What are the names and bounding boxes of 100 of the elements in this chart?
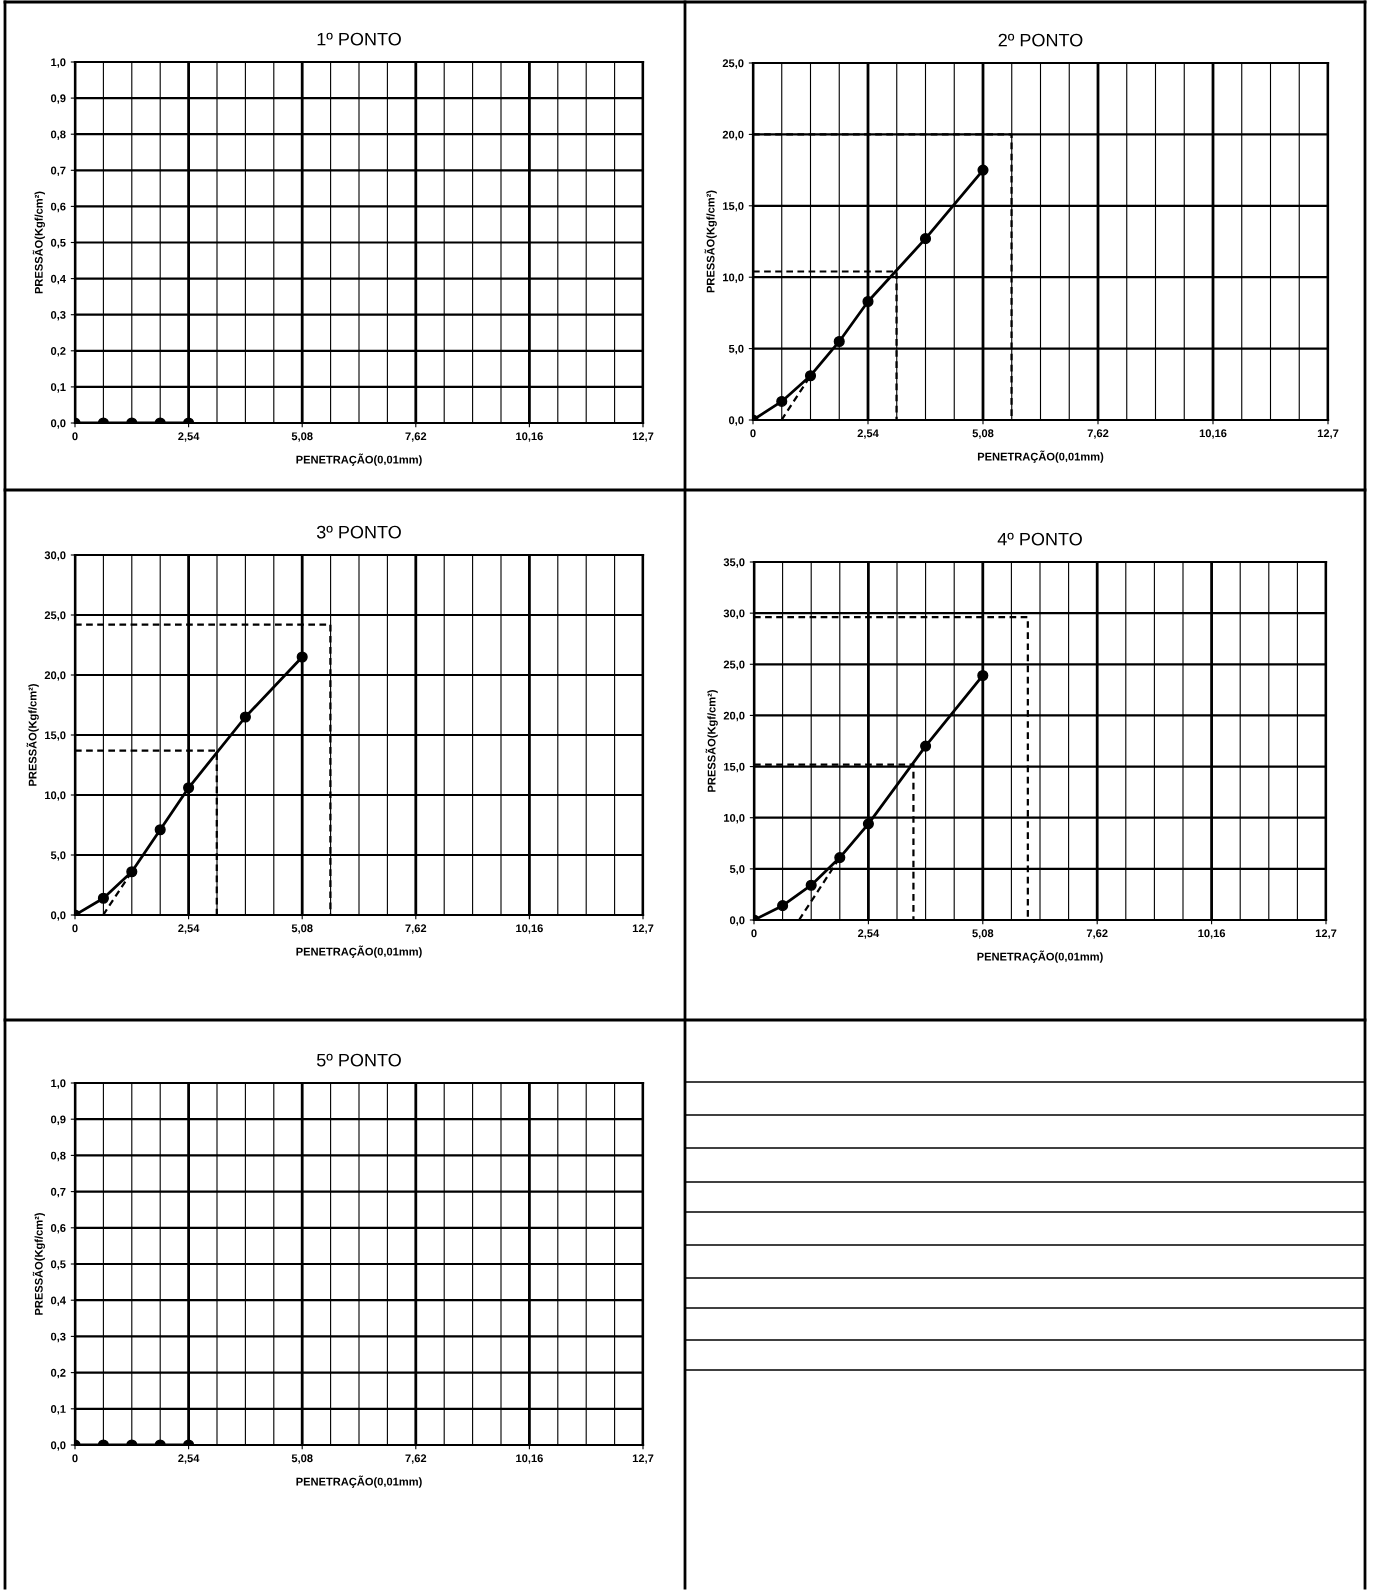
x-tick-label: 12,7: [1317, 429, 1339, 439]
y-tick-label: 20,0: [722, 130, 744, 141]
x-tick-label: 7,62: [405, 432, 427, 442]
y-axis-title: PRESSÃO(Kgf/cm²): [32, 1213, 45, 1315]
x-tick-label: 0: [72, 924, 78, 933]
y-tick-label: 10,0: [723, 273, 744, 283]
x-tick-label: 12,7: [632, 1454, 654, 1464]
y-tick-label: 0,5: [50, 238, 66, 249]
y-tick-label: 0,7: [50, 1187, 66, 1198]
chart-title: 2º PONTO: [998, 33, 1083, 47]
y-tick-label: 0,0: [50, 419, 66, 429]
x-tick-label: 2,54: [857, 929, 880, 939]
point: [777, 900, 789, 912]
y-tick-label: 0,9: [50, 94, 66, 104]
point: [183, 782, 195, 794]
x-tick-label: 7,62: [405, 1454, 427, 1464]
y-tick-label: 30,0: [723, 609, 745, 619]
x-tick-label: 0: [751, 929, 757, 938]
point: [862, 295, 874, 308]
y-tick-label: 20,0: [44, 671, 66, 681]
x-tick-label: 0: [72, 432, 78, 441]
y-tick-label: 15,0: [723, 202, 744, 212]
y-tick-label: 10,0: [45, 791, 66, 801]
y-tick-label: 35,0: [723, 558, 745, 568]
x-tick-label: 5,08: [972, 429, 994, 439]
y-tick-label: 0,6: [50, 202, 66, 213]
x-tick-label: 5,08: [291, 1454, 313, 1464]
y-tick-label: 30,0: [44, 551, 66, 561]
point: [977, 669, 989, 682]
x-axis-title: PENETRAÇÃO(0,01mm): [977, 450, 1104, 463]
x-tick-label: 12,7: [632, 924, 654, 934]
y-tick-label: 0,5: [50, 1260, 66, 1270]
y-tick-label: 15,0: [724, 762, 745, 773]
point: [920, 740, 932, 752]
point: [805, 879, 817, 891]
chart-title: 4º PONTO: [997, 532, 1082, 546]
y-tick-label: 0,4: [50, 1296, 66, 1306]
y-tick-label: 0,2: [50, 1368, 66, 1379]
chart-title: 3º PONTO: [316, 525, 401, 539]
x-tick-label: 10,16: [516, 924, 543, 934]
y-tick-label: 5,0: [50, 851, 66, 861]
x-tick-label: 2,54: [178, 924, 200, 934]
y-tick-label: 0,4: [50, 274, 66, 285]
y-tick-label: 0,0: [729, 916, 745, 926]
x-tick-label: 10,16: [1198, 929, 1226, 939]
y-axis-title: PRESSÃO(Kgf/cm²): [705, 690, 718, 792]
point: [776, 395, 788, 407]
point: [977, 164, 989, 176]
x-tick-label: 12,7: [1315, 929, 1337, 939]
x-tick-label: 0: [750, 429, 756, 438]
x-tick-label: 10,16: [1199, 429, 1227, 439]
x-tick-label: 5,08: [291, 432, 313, 442]
y-tick-label: 25,0: [722, 59, 744, 69]
x-tick-label: 7,62: [1086, 929, 1108, 939]
x-tick-label: 12,7: [632, 432, 654, 442]
y-tick-label: 0,8: [50, 1151, 66, 1162]
x-tick-label: 7,62: [1087, 429, 1109, 439]
y-tick-label: 0,0: [50, 911, 66, 921]
y-tick-label: 1,0: [51, 1079, 66, 1089]
y-tick-label: 0,8: [50, 130, 66, 140]
y-tick-label: 5,0: [728, 344, 744, 355]
x-tick-label: 7,62: [405, 924, 427, 934]
x-tick-label: 2,54: [178, 1454, 200, 1464]
point: [97, 892, 109, 904]
point: [239, 711, 251, 723]
chart-title: 1º PONTO: [317, 32, 401, 46]
y-tick-label: 10,0: [724, 813, 745, 824]
x-axis-title: PENETRAÇÃO(0,01mm): [977, 950, 1103, 963]
y-tick-label: 5,0: [729, 865, 745, 875]
y-tick-label: 0,3: [50, 310, 66, 321]
x-axis-title: PENETRAÇÃO(0,01mm): [296, 1475, 422, 1488]
y-tick-label: 0,0: [50, 1441, 66, 1451]
y-tick-label: 0,1: [50, 383, 66, 393]
chart-title: 5º PONTO: [316, 1053, 401, 1067]
x-axis-title: PENETRAÇÃO(0,01mm): [296, 453, 422, 466]
x-tick-label: 10,16: [516, 432, 543, 442]
point: [919, 233, 932, 245]
y-tick-label: 25,0: [723, 660, 745, 671]
x-tick-label: 5,08: [291, 924, 313, 934]
y-axis-title: PRESSÃO(Kgf/cm²): [26, 684, 39, 786]
y-tick-label: 0,3: [50, 1332, 66, 1343]
x-tick-label: 5,08: [972, 929, 994, 939]
point: [154, 824, 166, 836]
point: [862, 818, 874, 830]
x-tick-label: 10,16: [516, 1454, 543, 1464]
y-axis-title: PRESSÃO(Kgf/cm²): [704, 190, 717, 293]
y-tick-label: 0,2: [50, 347, 66, 357]
point: [296, 651, 308, 663]
y-tick-label: 15,0: [45, 731, 66, 741]
y-tick-label: 1,0: [51, 58, 66, 68]
y-tick-label: 0,7: [50, 166, 66, 177]
x-axis-title: PENETRAÇÃO(0,01mm): [296, 945, 422, 958]
point: [804, 370, 817, 382]
x-tick-label: 2,54: [857, 429, 879, 439]
y-tick-label: 25,0: [44, 611, 66, 621]
y-tick-label: 0,0: [728, 416, 744, 426]
y-tick-label: 0,6: [50, 1224, 66, 1234]
y-tick-label: 0,1: [50, 1405, 66, 1415]
x-tick-label: 0: [72, 1454, 78, 1463]
point: [833, 335, 845, 348]
